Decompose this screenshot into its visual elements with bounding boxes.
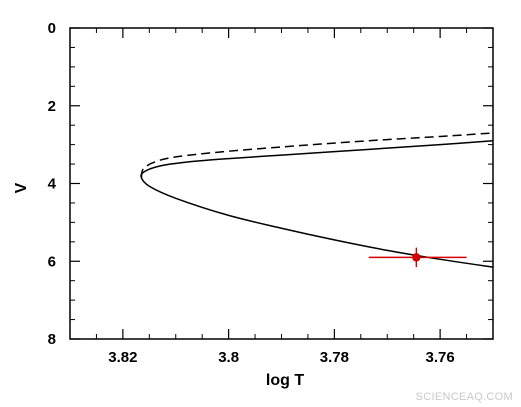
data-point-marker (412, 253, 421, 262)
y-tick-label: 4 (48, 176, 57, 193)
x-tick-label: 3.78 (320, 349, 349, 366)
series-group (140, 132, 494, 268)
y-tick-label: 2 (48, 98, 56, 115)
tick-labels: 3.82 3.8 3.78 3.76 0 2 4 6 8 (48, 20, 455, 366)
series-line-dashed (140, 132, 494, 178)
watermark: SCIENCEAQ.COM (415, 391, 513, 403)
ticks (69, 27, 494, 340)
data-points (368, 247, 467, 268)
y-tick-label: 8 (48, 331, 56, 348)
series-line-solid (140, 139, 494, 268)
y-axis-label: V (13, 182, 30, 193)
plot-frame (69, 27, 494, 340)
x-tick-label: 3.82 (108, 349, 137, 366)
x-axis-label: log T (266, 372, 304, 389)
x-tick-label: 3.8 (218, 349, 239, 366)
y-tick-label: 0 (48, 20, 56, 37)
y-tick-label: 6 (48, 253, 56, 270)
x-tick-label: 3.76 (426, 349, 455, 366)
